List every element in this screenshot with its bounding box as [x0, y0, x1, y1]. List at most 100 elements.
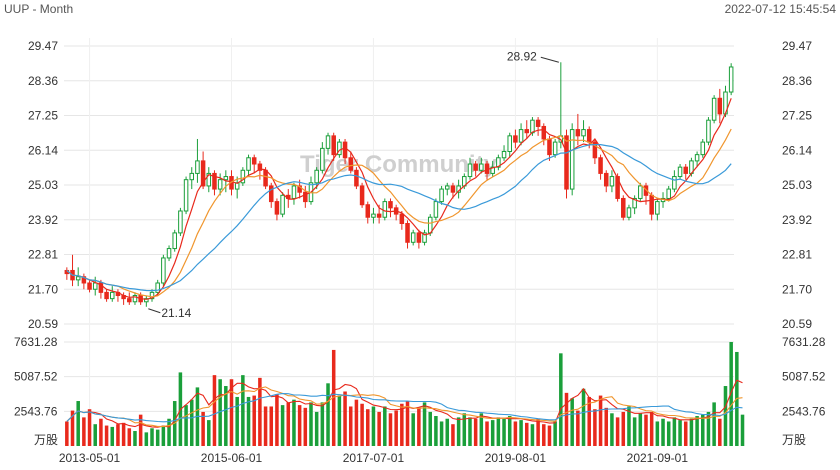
- candle-body: [354, 169, 359, 187]
- candle-body: [405, 223, 410, 243]
- candle-body: [206, 172, 212, 187]
- y-tick-left: 29.47: [28, 39, 58, 53]
- volume-bar: [110, 426, 115, 446]
- candle-body: [655, 201, 660, 215]
- high-annotation-label: 28.92: [507, 49, 537, 63]
- volume-bar: [348, 406, 353, 446]
- volume-bar: [655, 421, 660, 446]
- volume-bar: [462, 413, 467, 446]
- candle-body: [524, 129, 530, 134]
- volume-bar: [269, 406, 274, 446]
- candle-body: [626, 207, 632, 218]
- candle-body: [728, 66, 734, 93]
- candle-body: [348, 157, 353, 171]
- volume-bar: [723, 386, 728, 446]
- volume-bar: [400, 403, 404, 446]
- candle-body: [104, 291, 109, 300]
- candle-body: [416, 232, 422, 243]
- candle-body: [473, 163, 478, 171]
- candle-body: [666, 188, 671, 199]
- volume-bar: [258, 377, 262, 446]
- candle-body: [552, 141, 558, 156]
- volume-bar: [320, 402, 325, 446]
- low-annotation-line: [148, 308, 161, 314]
- volume-bar: [689, 418, 694, 446]
- y-tick-left: 20.59: [28, 317, 58, 331]
- volume-bar: [485, 421, 489, 446]
- low-annotation-label: 21.14: [161, 306, 191, 320]
- candle-body: [98, 282, 104, 293]
- axis-labels: 29.47 29.47 28.36 28.36 27.25 27.25 26.14 26.14…: [14, 39, 826, 465]
- volume-bar: [371, 406, 376, 446]
- candle-body: [535, 119, 541, 127]
- volume-bar: [331, 349, 336, 446]
- candle-body: [581, 129, 586, 137]
- volume-bar: [451, 424, 455, 446]
- x-tick-label: 2019-08-01: [485, 451, 547, 465]
- y-tick-right: 21.70: [782, 282, 812, 296]
- candle-body: [615, 176, 620, 199]
- candle-body: [518, 129, 524, 143]
- volume-tick-left: 5087.52: [14, 370, 58, 384]
- volume-bar: [314, 411, 319, 446]
- candle-body: [410, 232, 416, 243]
- candle-body: [75, 276, 81, 281]
- candle-body: [513, 135, 518, 143]
- candle-body: [320, 147, 325, 171]
- volume-bar: [241, 375, 245, 446]
- volume-bar: [207, 420, 211, 446]
- volume-bar: [666, 421, 671, 446]
- candle-body: [132, 295, 138, 303]
- candle-body: [677, 166, 683, 178]
- volume-bar: [155, 429, 160, 446]
- volume-bar: [672, 417, 677, 446]
- high-annotation-line: [540, 56, 559, 63]
- candle-body: [81, 276, 87, 284]
- volume-panel: [65, 342, 745, 446]
- y-tick-right: 25.03: [782, 178, 812, 192]
- volume-bar: [377, 411, 381, 446]
- volume-bar: [93, 424, 97, 446]
- y-tick-left: 23.92: [28, 213, 58, 227]
- candle-body: [257, 163, 263, 171]
- candle-body: [325, 135, 331, 149]
- volume-bar: [740, 414, 745, 446]
- volume-bar: [615, 417, 620, 446]
- candle-body: [223, 176, 229, 181]
- volume-bar: [116, 424, 120, 446]
- volume-bar: [524, 422, 529, 446]
- candle-body: [178, 210, 183, 234]
- candle-body: [575, 129, 581, 137]
- volume-bar: [468, 417, 472, 446]
- candle-body: [638, 185, 643, 199]
- y-tick-right: 23.92: [782, 213, 812, 227]
- volume-ma20-line: [66, 393, 743, 423]
- ma10-line: [66, 128, 732, 298]
- timestamp: 2022-07-12 15:45:54: [724, 2, 836, 16]
- candle-body: [541, 125, 547, 140]
- volume-bar: [456, 417, 461, 446]
- candle-body: [342, 141, 348, 159]
- y-tick-left: 28.36: [28, 74, 58, 88]
- candle-body: [700, 141, 706, 156]
- volume-bar: [121, 422, 126, 446]
- volume-bar: [104, 425, 109, 446]
- y-tick-left: 25.03: [28, 178, 58, 192]
- volume-bar: [297, 405, 302, 446]
- volume-bar: [434, 416, 438, 446]
- volume-bar: [82, 417, 86, 446]
- volume-bar: [343, 391, 347, 446]
- volume-bar: [87, 409, 92, 446]
- volume-bar: [706, 411, 711, 446]
- candle-body: [217, 179, 223, 190]
- volume-bar: [439, 421, 444, 446]
- candle-body: [427, 216, 433, 234]
- candle-body: [717, 97, 723, 115]
- candle-body: [155, 282, 160, 293]
- volume-bar: [326, 383, 330, 446]
- volume-bar: [598, 395, 603, 446]
- volume-bar: [394, 410, 398, 446]
- candle-body: [450, 185, 456, 193]
- candle-body: [144, 298, 149, 303]
- volume-bar: [189, 399, 194, 446]
